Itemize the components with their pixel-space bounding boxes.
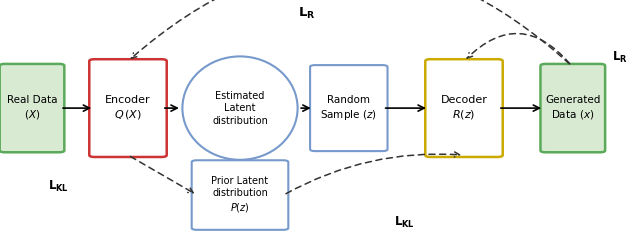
FancyBboxPatch shape	[0, 64, 65, 152]
FancyBboxPatch shape	[310, 65, 388, 151]
FancyBboxPatch shape	[540, 64, 605, 152]
Text: $\mathbf{L_{KL}}$: $\mathbf{L_{KL}}$	[48, 179, 69, 194]
FancyBboxPatch shape	[90, 59, 166, 157]
FancyBboxPatch shape	[425, 59, 503, 157]
Text: Prior Latent
distribution
$P(z)$: Prior Latent distribution $P(z)$	[211, 176, 269, 214]
FancyBboxPatch shape	[192, 160, 288, 230]
Text: $\mathbf{L_R}$: $\mathbf{L_R}$	[298, 6, 316, 21]
Text: Encoder
$Q\,(X)$: Encoder $Q\,(X)$	[105, 95, 151, 121]
Text: Generated
Data $(x)$: Generated Data $(x)$	[545, 95, 600, 121]
Text: Random
Sample $(z)$: Random Sample $(z)$	[321, 95, 377, 121]
Text: Decoder
$R(z)$: Decoder $R(z)$	[440, 95, 488, 121]
Text: $\mathbf{L_{KL}}$: $\mathbf{L_{KL}}$	[394, 215, 415, 230]
Text: Real Data
$(X)$: Real Data $(X)$	[7, 95, 57, 121]
Text: Estimated
Latent
distribution: Estimated Latent distribution	[212, 91, 268, 125]
Ellipse shape	[182, 56, 298, 160]
Text: $\mathbf{L_R}$: $\mathbf{L_R}$	[612, 50, 628, 65]
